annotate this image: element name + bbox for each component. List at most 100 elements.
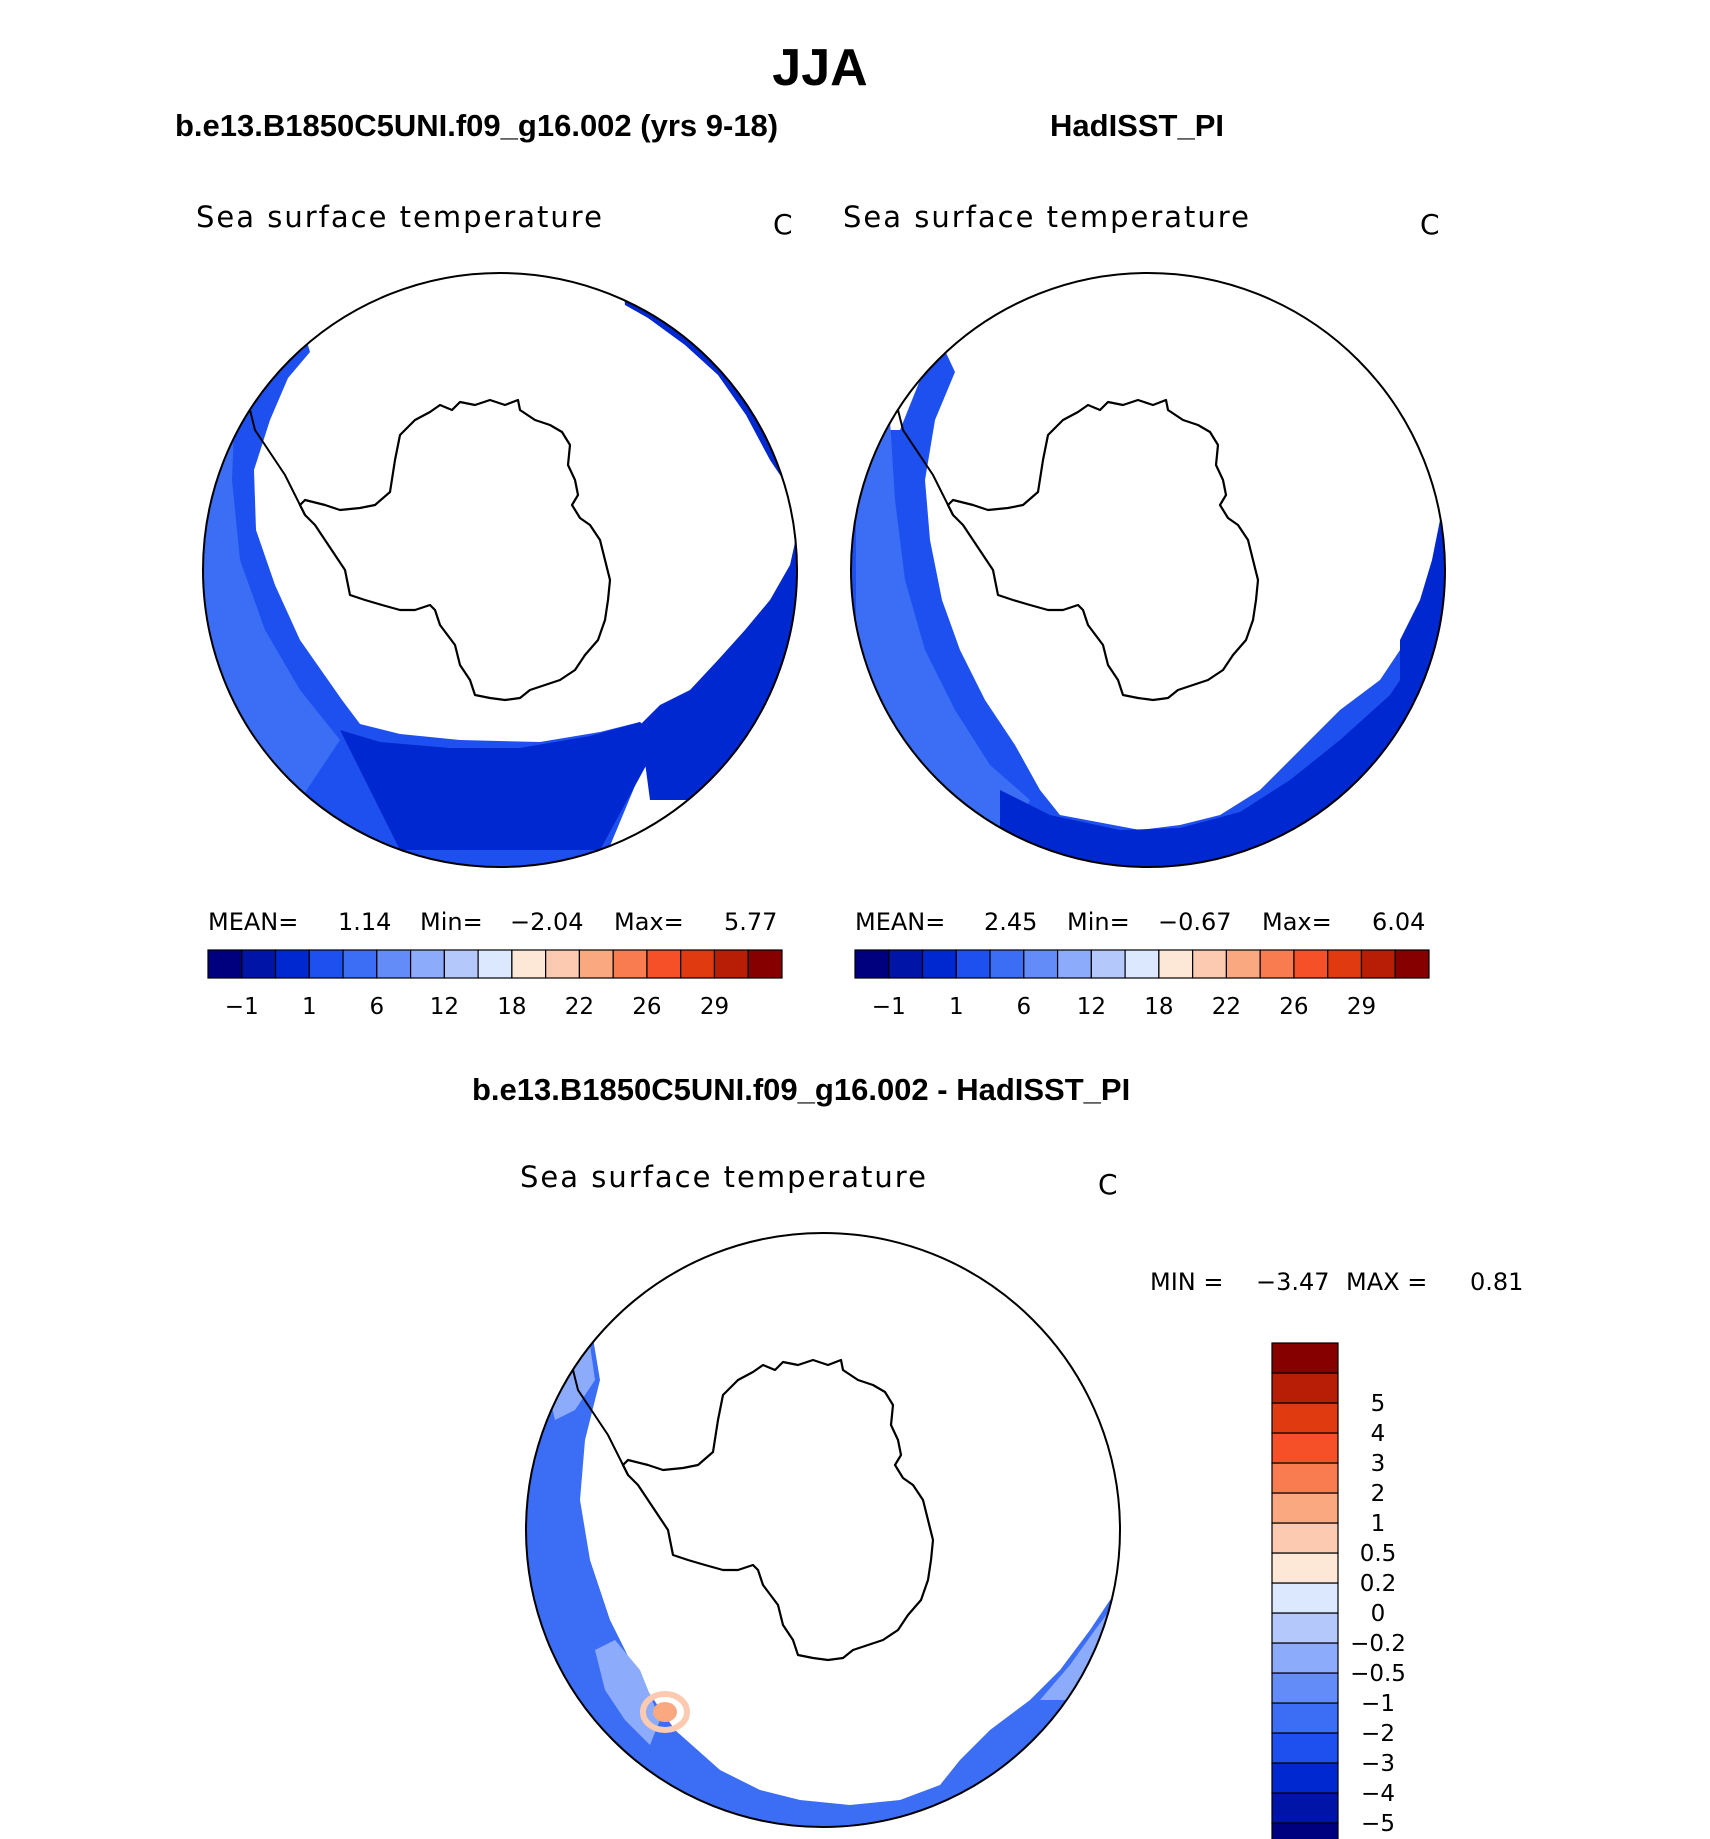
panel3-peninsula-coastline (572, 1369, 629, 1476)
panel1-ocean-northeast-dark (690, 273, 797, 500)
colorbar-swatch (1271, 1372, 1339, 1404)
colorbar-swatch (680, 949, 716, 979)
panel1-mean-label: MEAN= (208, 908, 299, 936)
colorbar-tick-label: 18 (1144, 994, 1173, 1020)
colorbar-swatch (511, 949, 547, 979)
colorbar-tick-label: 22 (565, 994, 594, 1020)
panel2-antarctica-coastline (946, 398, 1260, 702)
colorbar-tick-label: −4 (1361, 1781, 1395, 1807)
colorbar-swatch (477, 949, 513, 979)
colorbar-tick-label: −0.5 (1350, 1661, 1406, 1687)
panel1-peninsula-coastline (249, 409, 306, 516)
colorbar-swatch (1259, 949, 1295, 979)
colorbar-swatch (955, 949, 991, 979)
colorbar-tick-label: −5 (1361, 1811, 1395, 1837)
colorbar-swatch (1192, 949, 1228, 979)
colorbar-tick-label: 12 (1077, 994, 1106, 1020)
colorbar-tick-label: 22 (1212, 994, 1241, 1020)
panel2-min-value: −0.67 (1158, 908, 1232, 936)
panel1-subtitle: Sea surface temperature (196, 200, 604, 234)
panel3-title: b.e13.B1850C5UNI.f09_g16.002 - HadISST_P… (472, 1072, 1131, 1107)
panel3-max-value: 0.81 (1470, 1268, 1524, 1296)
colorbar-swatch (409, 949, 445, 979)
panel1-units: C (773, 208, 793, 241)
colorbar-tick-label: 6 (370, 994, 385, 1020)
panel3-max-label: MAX = (1346, 1268, 1428, 1296)
panel2-mean-value: 2.45 (984, 908, 1038, 936)
colorbar-swatch (1271, 1492, 1339, 1524)
colorbar-tick-label: 3 (1371, 1451, 1386, 1477)
colorbar-tick-label: 5 (1371, 1391, 1386, 1417)
panel3-ocean-west (526, 1320, 1120, 1827)
panel1-max-value: 5.77 (724, 908, 778, 936)
colorbar-swatch (1090, 949, 1126, 979)
panel1-map (202, 272, 798, 868)
colorbar-swatch (1271, 1822, 1339, 1839)
colorbar-swatch (989, 949, 1025, 979)
panel3-units: C (1098, 1168, 1118, 1201)
colorbar-swatch (1360, 949, 1396, 979)
colorbar-swatch (1056, 949, 1092, 979)
colorbar-tick-label: −2 (1361, 1721, 1395, 1747)
colorbar-swatch (1271, 1642, 1339, 1674)
colorbar-swatch (545, 949, 581, 979)
panel3-map (525, 1232, 1121, 1828)
colorbar-swatch (1271, 1432, 1339, 1464)
colorbar-tick-label: 0.5 (1360, 1541, 1397, 1567)
colorbar-swatch (1271, 1612, 1339, 1644)
colorbar-tick-label: −1 (1361, 1691, 1395, 1717)
panel2-ocean-east-dark (1400, 500, 1445, 700)
colorbar-swatch (207, 949, 243, 979)
colorbar-swatch (1023, 949, 1059, 979)
colorbar-tick-label: 29 (700, 994, 729, 1020)
colorbar-swatch (274, 949, 310, 979)
colorbar-swatch (1271, 1702, 1339, 1734)
panel3-min-label: MIN = (1150, 1268, 1224, 1296)
colorbar-tick-label: −3 (1361, 1751, 1395, 1777)
panel2-peninsula-coastline (897, 409, 954, 516)
colorbar-tick-label: 1 (1371, 1511, 1386, 1537)
panel2-max-label: Max= (1262, 908, 1332, 936)
colorbar-tick-label: 12 (430, 994, 459, 1020)
colorbar-swatch (1271, 1402, 1339, 1434)
colorbar-tick-label: 2 (1371, 1481, 1386, 1507)
colorbar-swatch (854, 949, 890, 979)
colorbar-swatch (1271, 1462, 1339, 1494)
colorbar-swatch (443, 949, 479, 979)
colorbar-swatch (1271, 1552, 1339, 1584)
colorbar-swatch (747, 949, 783, 979)
panel1-ocean-east (640, 480, 797, 800)
colorbar-tick-label: 0.2 (1360, 1571, 1397, 1597)
panel2-max-value: 6.04 (1372, 908, 1426, 936)
colorbar-swatch (1271, 1762, 1339, 1794)
colorbar-tick-label: −1 (872, 994, 906, 1020)
panel3-subtitle: Sea surface temperature (520, 1160, 928, 1194)
panel2-map (850, 272, 1446, 868)
colorbar-swatch (888, 949, 924, 979)
panel1-mean-value: 1.14 (338, 908, 392, 936)
colorbar-swatch (308, 949, 344, 979)
colorbar-swatch (1124, 949, 1160, 979)
panel1-max-label: Max= (614, 908, 684, 936)
colorbar-swatch (1271, 1732, 1339, 1764)
colorbar-tick-label: 18 (497, 994, 526, 1020)
colorbar-tick-label: 26 (1279, 994, 1308, 1020)
panel3-min-value: −3.47 (1256, 1268, 1330, 1296)
colorbar-tick-label: −0.2 (1350, 1631, 1406, 1657)
colorbar-swatch (578, 949, 614, 979)
panel2-subtitle: Sea surface temperature (843, 200, 1251, 234)
colorbar-swatch (612, 949, 648, 979)
panel2-title: HadISST_PI (1050, 108, 1224, 143)
panel2-units: C (1420, 208, 1440, 241)
colorbar-swatch (1225, 949, 1261, 979)
colorbar-swatch (646, 949, 682, 979)
panel1-title: b.e13.B1850C5UNI.f09_g16.002 (yrs 9-18) (175, 108, 779, 143)
panel3-warm-anomaly-halo (640, 1691, 690, 1733)
colorbar-swatch (1271, 1792, 1339, 1824)
colorbar-tick-label: 6 (1017, 994, 1032, 1020)
colorbar-swatch (1293, 949, 1329, 979)
colorbar-swatch (921, 949, 957, 979)
colorbar-tick-label: 4 (1371, 1421, 1386, 1447)
panel3-colorbar: −5 −4 −3 −2 −1 −0.5 −0.2 0 0.2 0.5 1 2 3 4 5 (1271, 1342, 1406, 1839)
